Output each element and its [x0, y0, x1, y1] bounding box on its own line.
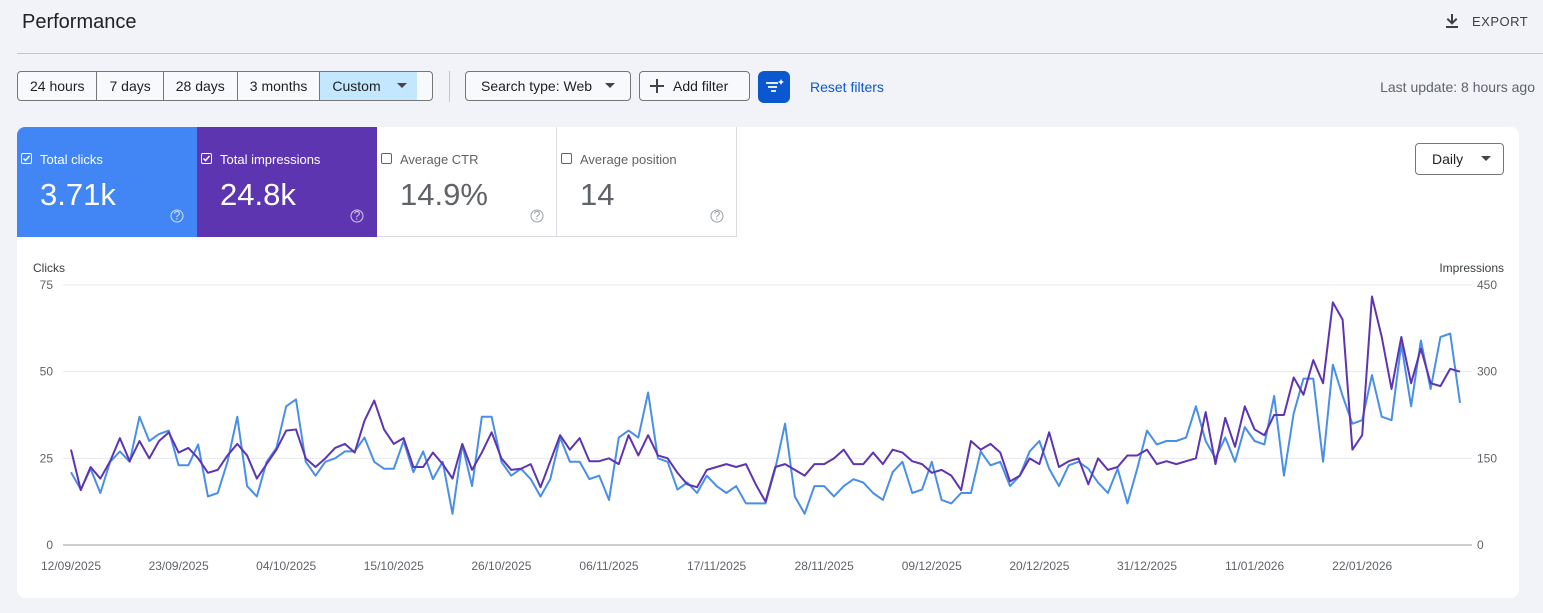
y-tick-label: 25 [40, 451, 54, 465]
add-filter-label: Add filter [673, 78, 729, 94]
y2-tick-label: 0 [1477, 538, 1484, 552]
filter-ai-button[interactable] [758, 71, 790, 103]
check-mark [22, 155, 31, 162]
filter-icon [766, 79, 784, 92]
metric-label: Total clicks [21, 152, 103, 167]
metric-value: 14.9% [400, 177, 488, 212]
checkbox [381, 153, 392, 164]
x-tick-label: 09/12/2025 [902, 559, 962, 573]
export-label: EXPORT [1472, 13, 1529, 29]
y2-tick-label: 150 [1477, 451, 1497, 465]
metric-label: Average CTR [381, 152, 479, 167]
divider [17, 53, 1543, 54]
page-title: Performance [22, 11, 137, 33]
plus-icon [650, 79, 664, 93]
caret [605, 83, 616, 88]
y2-tick-label: 450 [1477, 278, 1497, 292]
metric-tile[interactable]: Average CTR 14.9%? [377, 127, 557, 237]
metric-label: Total impressions [201, 152, 320, 167]
reset-filters-link[interactable]: Reset filters [810, 79, 884, 95]
help-icon[interactable]: ? [710, 209, 724, 223]
metric-tile[interactable]: Total impressions 24.8k? [197, 127, 377, 237]
svg-text:?: ? [714, 209, 721, 223]
range-option[interactable]: Custom [320, 72, 417, 100]
add-filter-button[interactable]: Add filter [639, 71, 750, 101]
range-option[interactable]: 7 days [97, 72, 164, 100]
range-option[interactable]: 3 months [238, 72, 321, 100]
y-tick-label: 0 [46, 538, 53, 552]
x-tick-label: 17/11/2025 [687, 559, 746, 573]
y-axis-title: Clicks [33, 261, 65, 275]
metric-value: 24.8k [220, 177, 296, 212]
metric-tile[interactable]: Average position 14? [557, 127, 737, 237]
series-line [70, 295, 1461, 503]
x-tick-label: 20/12/2025 [1009, 559, 1069, 573]
x-tick-label: 26/10/2025 [471, 559, 531, 573]
metric-tile[interactable]: Total clicks 3.71k? [17, 127, 197, 237]
svg-text:?: ? [174, 209, 181, 223]
checkbox [561, 153, 572, 164]
checkbox [201, 153, 212, 164]
x-tick-label: 23/09/2025 [149, 559, 209, 573]
check-mark [202, 155, 211, 162]
help-icon[interactable]: ? [350, 209, 364, 223]
help-icon[interactable]: ? [530, 209, 544, 223]
x-tick-label: 22/01/2026 [1332, 559, 1392, 573]
granularity-label: Daily [1432, 151, 1464, 167]
range-option[interactable]: 24 hours [18, 72, 98, 100]
metric-label: Average position [561, 152, 677, 167]
y2-tick-label: 300 [1477, 365, 1497, 379]
range-selector: 24 hours 7 days 28 days 3 months Custom [17, 71, 433, 101]
series-line [70, 332, 1461, 515]
checkbox [21, 153, 32, 164]
y-tick-label: 75 [40, 278, 54, 292]
last-update: Last update: 8 hours ago [1380, 79, 1535, 95]
search-type-dropdown[interactable]: Search type: Web [465, 71, 631, 101]
svg-text:?: ? [534, 209, 541, 223]
caret [396, 83, 407, 88]
x-tick-label: 12/09/2025 [41, 559, 101, 573]
separator [449, 71, 450, 102]
x-tick-label: 28/11/2025 [795, 559, 854, 573]
help-icon[interactable]: ? [170, 209, 184, 223]
range-option[interactable]: 28 days [164, 72, 238, 100]
svg-text:?: ? [354, 209, 361, 223]
caret [1481, 156, 1492, 161]
x-tick-label: 31/12/2025 [1117, 559, 1177, 573]
metric-value: 3.71k [40, 177, 116, 212]
export-button[interactable]: EXPORT [1443, 12, 1528, 30]
x-tick-label: 11/01/2026 [1225, 559, 1284, 573]
x-tick-label: 06/11/2025 [579, 559, 638, 573]
x-tick-label: 04/10/2025 [256, 559, 316, 573]
granularity-dropdown[interactable]: Daily [1415, 143, 1504, 175]
search-type-label: Search type: Web [481, 78, 593, 94]
download-icon [1446, 14, 1458, 28]
chart: Clicks Impressions 0 25 50 75 0 150 300 450 12/09/… [33, 261, 1504, 573]
metric-value: 14 [580, 177, 615, 212]
y-tick-label: 50 [40, 365, 54, 379]
y2-axis-title: Impressions [1439, 261, 1504, 275]
x-tick-label: 15/10/2025 [364, 559, 424, 573]
